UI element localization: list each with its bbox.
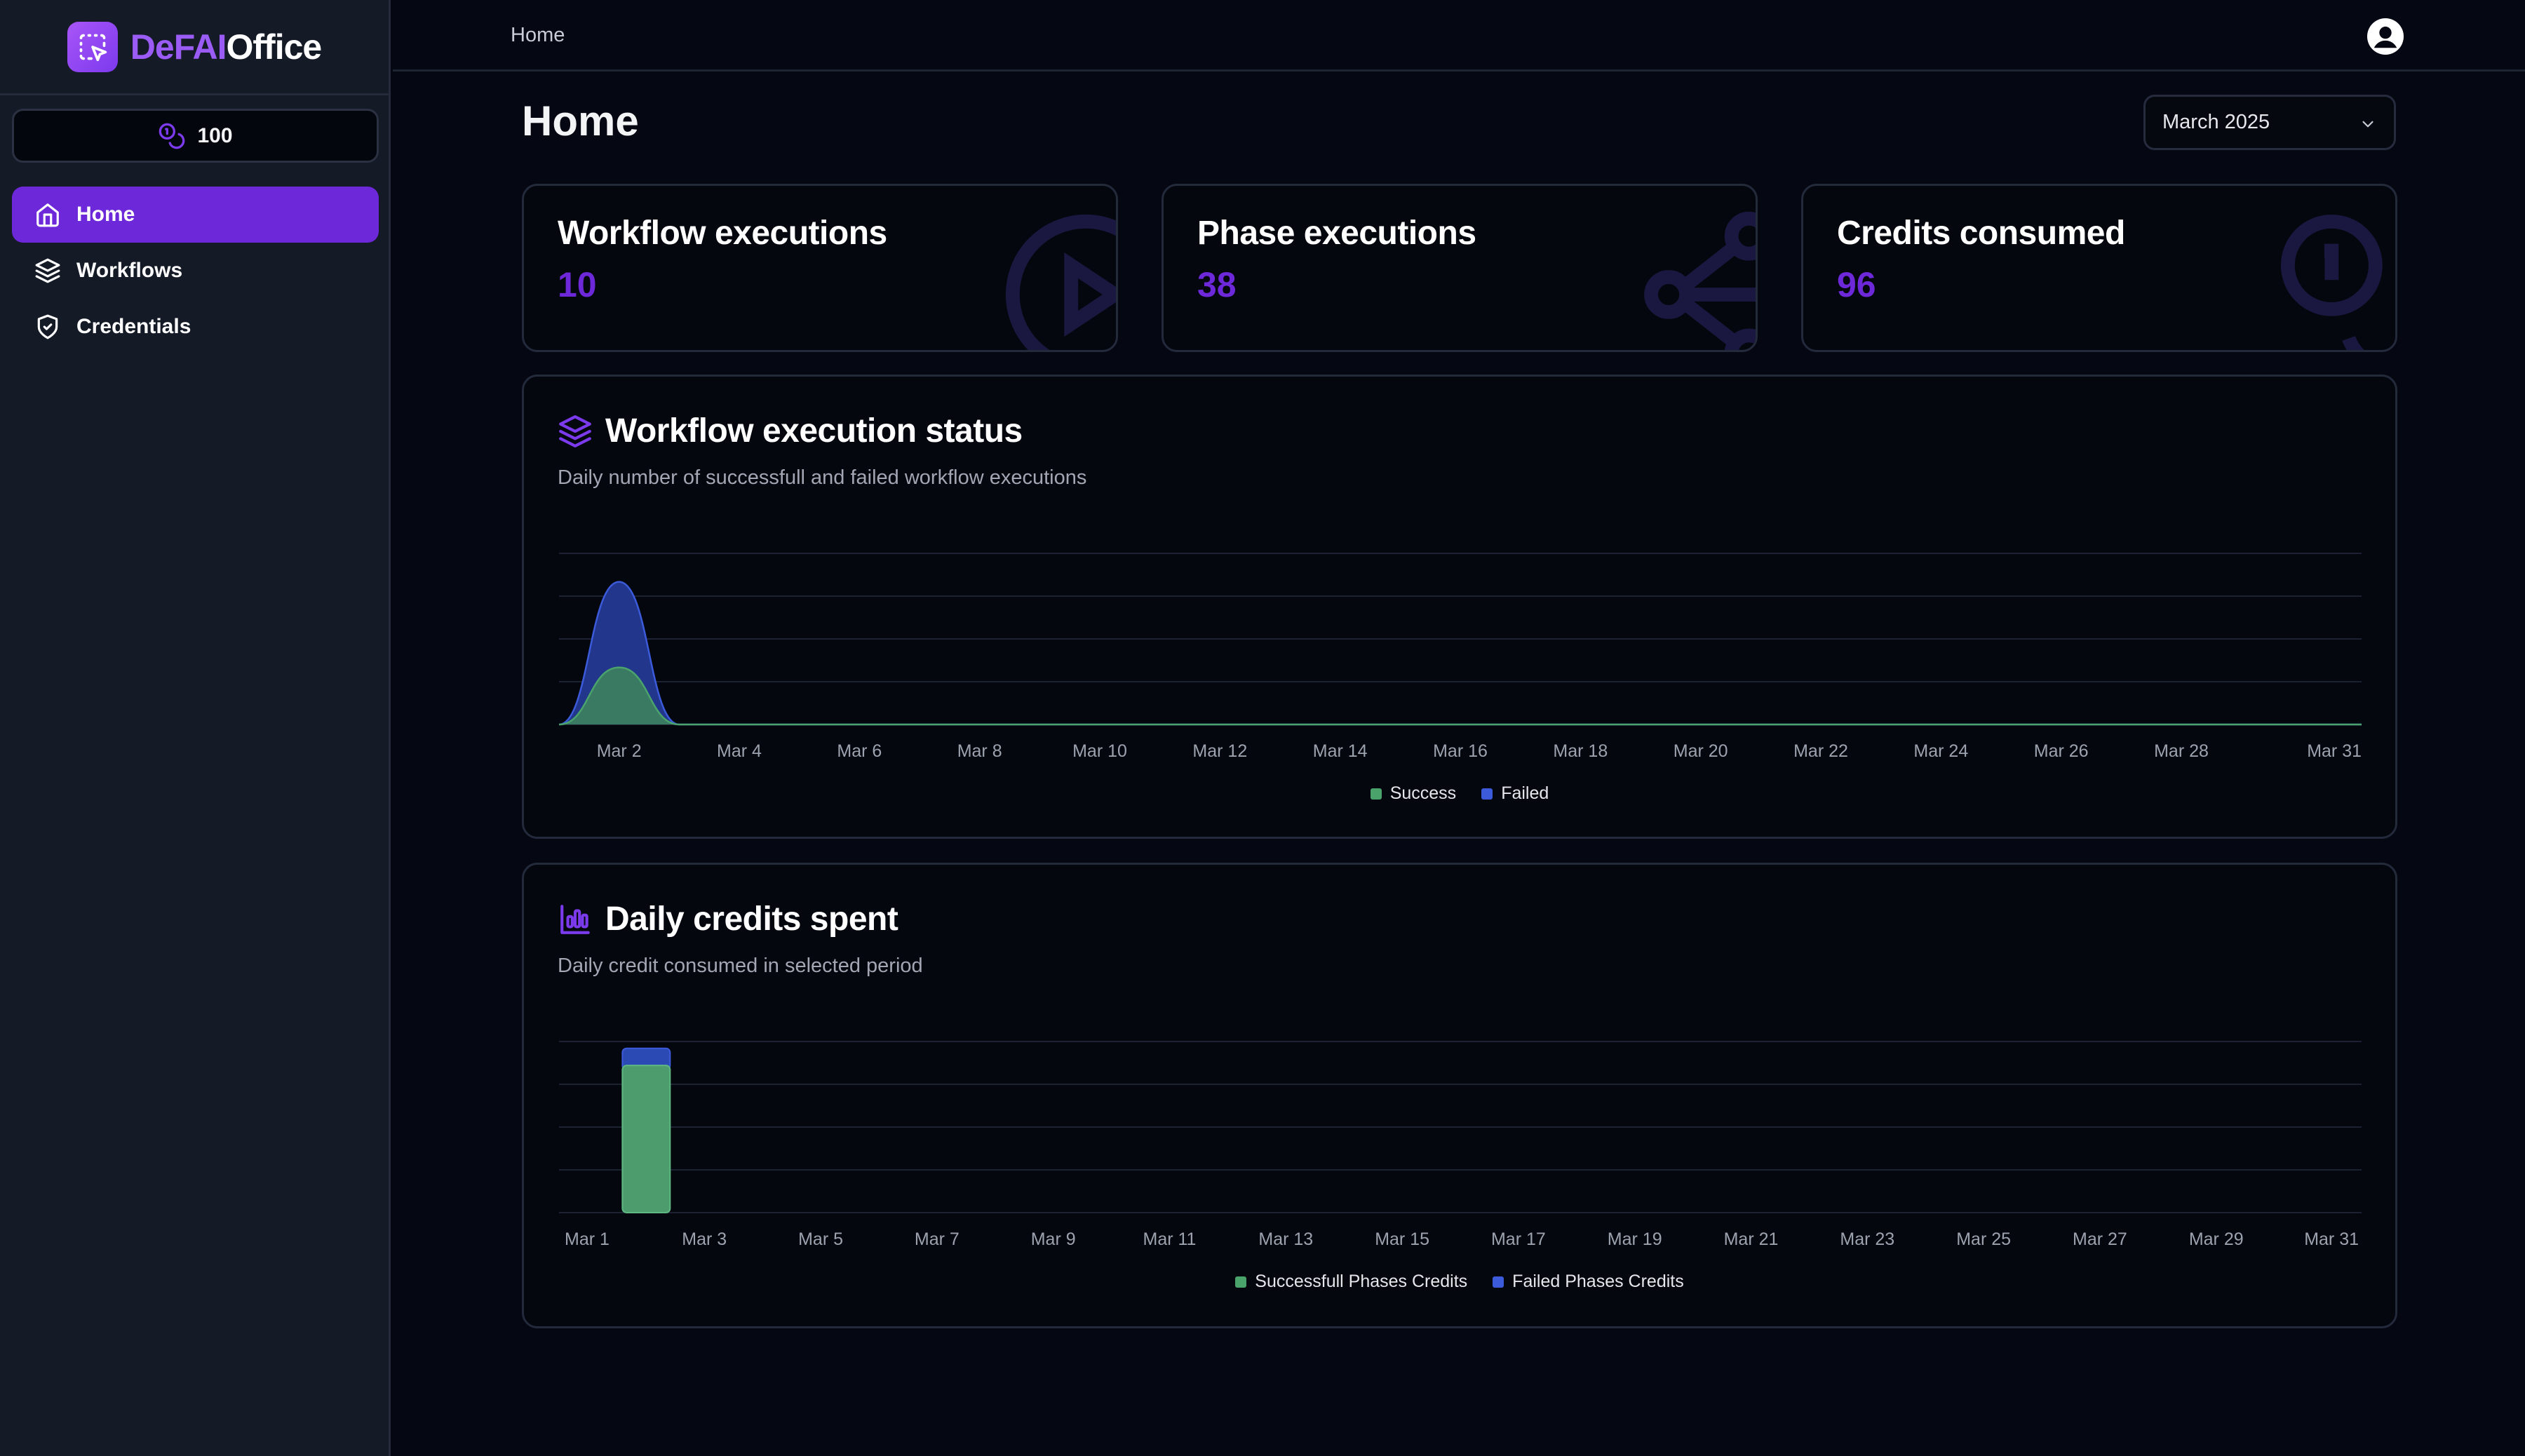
sidebar-item-label: Credentials — [76, 315, 191, 338]
coins-icon — [159, 123, 185, 149]
x-tick-label: Mar 2 — [597, 741, 642, 761]
x-tick-label: Mar 5 — [798, 1229, 843, 1249]
coins-icon — [2280, 214, 2383, 350]
brand-name-part2: Office — [226, 27, 323, 67]
legend-swatch — [1493, 1276, 1504, 1288]
legend-swatch — [1235, 1276, 1247, 1288]
daily-credits-spent-card: Daily credits spent Daily credit consume… — [522, 863, 2397, 1328]
x-tick-label: Mar 1 — [565, 1229, 610, 1249]
legend-label: Successfull Phases Credits — [1255, 1272, 1468, 1291]
x-tick-label: Mar 4 — [717, 741, 762, 761]
legend-label: Success — [1389, 783, 1457, 803]
chart-subtitle: Daily credit consumed in selected period — [558, 955, 923, 977]
legend-swatch — [1370, 788, 1382, 800]
x-tick-label: Mar 15 — [1375, 1229, 1429, 1249]
sidebar-item-home[interactable]: Home — [12, 187, 379, 243]
chart-legend: Successfull Phases Credits Failed Phases… — [524, 1272, 2395, 1292]
card-header: Daily credits spent — [558, 900, 898, 938]
x-tick-label: Mar 8 — [957, 741, 1002, 761]
bar-chart-icon — [560, 904, 590, 934]
x-tick-label: Mar 22 — [1793, 741, 1848, 761]
x-tick-label: Mar 31 — [2307, 741, 2362, 761]
chart-legend: Success Failed — [524, 783, 2395, 804]
breadcrumb[interactable]: Home — [511, 24, 565, 46]
series-failed-area — [559, 581, 2362, 724]
stat-title: Workflow executions — [558, 215, 887, 252]
x-tick-label: Mar 16 — [1433, 741, 1488, 761]
stat-card-phase-executions: Phase executions 38 — [1162, 184, 1758, 352]
x-tick-label: Mar 21 — [1724, 1229, 1779, 1249]
stat-value: 96 — [1837, 265, 1876, 304]
x-tick-label: Mar 19 — [1608, 1229, 1662, 1249]
series-success-line — [558, 666, 2362, 726]
waypoints-icon — [1644, 211, 1756, 350]
credits-balance[interactable]: 100 — [12, 109, 379, 163]
layers-icon — [35, 258, 60, 283]
x-tick-label: Mar 20 — [1674, 741, 1728, 761]
x-tick-label: Mar 29 — [2189, 1229, 2244, 1249]
brand-name: DeFAIOffice — [130, 27, 323, 67]
sidebar-item-label: Workflows — [76, 259, 183, 282]
stat-value: 10 — [558, 265, 597, 304]
page-title: Home — [522, 97, 639, 144]
chart-title: Daily credits spent — [605, 901, 898, 938]
legend-item-successful-credits[interactable]: Successfull Phases Credits — [1235, 1272, 1467, 1292]
x-tick-label: Mar 11 — [1143, 1229, 1197, 1249]
x-tick-label: Mar 10 — [1072, 741, 1127, 761]
user-avatar-icon[interactable] — [2367, 18, 2404, 55]
brand-name-part1: DeFAI — [130, 27, 227, 67]
series-success-area — [559, 667, 2362, 724]
x-tick-label: Mar 9 — [1031, 1229, 1076, 1249]
chart-subtitle: Daily number of successfull and failed w… — [558, 466, 1087, 489]
period-select[interactable]: March 2025 — [2143, 95, 2396, 150]
x-tick-label: Mar 25 — [1956, 1229, 2011, 1249]
legend-item-failed-credits[interactable]: Failed Phases Credits — [1493, 1272, 1684, 1292]
legend-item-failed[interactable]: Failed — [1481, 783, 1549, 804]
logo[interactable]: DeFAIOffice — [0, 0, 389, 95]
x-tick-label: Mar 3 — [682, 1229, 727, 1249]
credits-value: 100 — [197, 123, 233, 147]
sidebar-item-credentials[interactable]: Credentials — [12, 299, 379, 355]
home-icon — [36, 203, 59, 227]
layers-icon — [559, 414, 591, 447]
legend-label: Failed Phases Credits — [1512, 1272, 1684, 1291]
stat-card-workflow-executions: Workflow executions 10 — [522, 184, 1118, 352]
chevron-down-icon — [2362, 121, 2374, 128]
chart-title: Workflow execution status — [605, 412, 1023, 450]
stat-title: Phase executions — [1197, 215, 1476, 252]
x-tick-label: Mar 7 — [915, 1229, 959, 1249]
stat-value: 38 — [1197, 265, 1237, 304]
x-tick-label: Mar 26 — [2034, 741, 2089, 761]
workflow-execution-status-card: Workflow execution status Daily number o… — [522, 375, 2397, 839]
sidebar-item-label: Home — [76, 203, 135, 226]
x-tick-label: Mar 13 — [1258, 1229, 1313, 1249]
shield-check-icon — [37, 314, 58, 339]
daily-credits-bar-chart: Mar 1 Mar 3 Mar 5 Mar 7 Mar 9 Mar 11 Mar 13 Mar… — [559, 1041, 2362, 1249]
x-tick-label: Mar 6 — [837, 741, 882, 761]
card-header: Workflow execution status — [558, 412, 1023, 450]
bar-successful-credits — [621, 1065, 671, 1213]
period-select-value: March 2025 — [2162, 111, 2270, 133]
x-tick-label: Mar 12 — [1192, 741, 1247, 761]
stat-title: Credits consumed — [1837, 215, 2125, 252]
x-tick-label: Mar 28 — [2154, 741, 2209, 761]
top-bar: Home — [393, 0, 2525, 72]
x-tick-label: Mar 18 — [1553, 741, 1608, 761]
series-failed-line — [558, 581, 2362, 726]
legend-swatch — [1481, 788, 1493, 800]
cursor-select-icon — [67, 21, 118, 72]
play-circle-icon — [1005, 214, 1116, 350]
x-tick-label: Mar 14 — [1313, 741, 1368, 761]
x-tick-label: Mar 27 — [2073, 1229, 2127, 1249]
legend-item-success[interactable]: Success — [1370, 783, 1457, 804]
stat-card-credits-consumed: Credits consumed 96 — [1801, 184, 2397, 352]
x-tick-label: Mar 23 — [1840, 1229, 1894, 1249]
execution-status-area-chart: Mar 2 Mar 4 Mar 6 Mar 8 Mar 10 Mar 12 Mar 14 Ma… — [558, 553, 2362, 761]
sidebar: DeFAIOffice 100 Home Workflows Credentia… — [0, 0, 391, 1456]
sidebar-item-workflows[interactable]: Workflows — [12, 243, 379, 299]
x-tick-label: Mar 24 — [1913, 741, 1968, 761]
legend-label: Failed — [1501, 783, 1549, 803]
x-tick-label: Mar 17 — [1491, 1229, 1546, 1249]
x-tick-label: Mar 31 — [2304, 1229, 2359, 1249]
